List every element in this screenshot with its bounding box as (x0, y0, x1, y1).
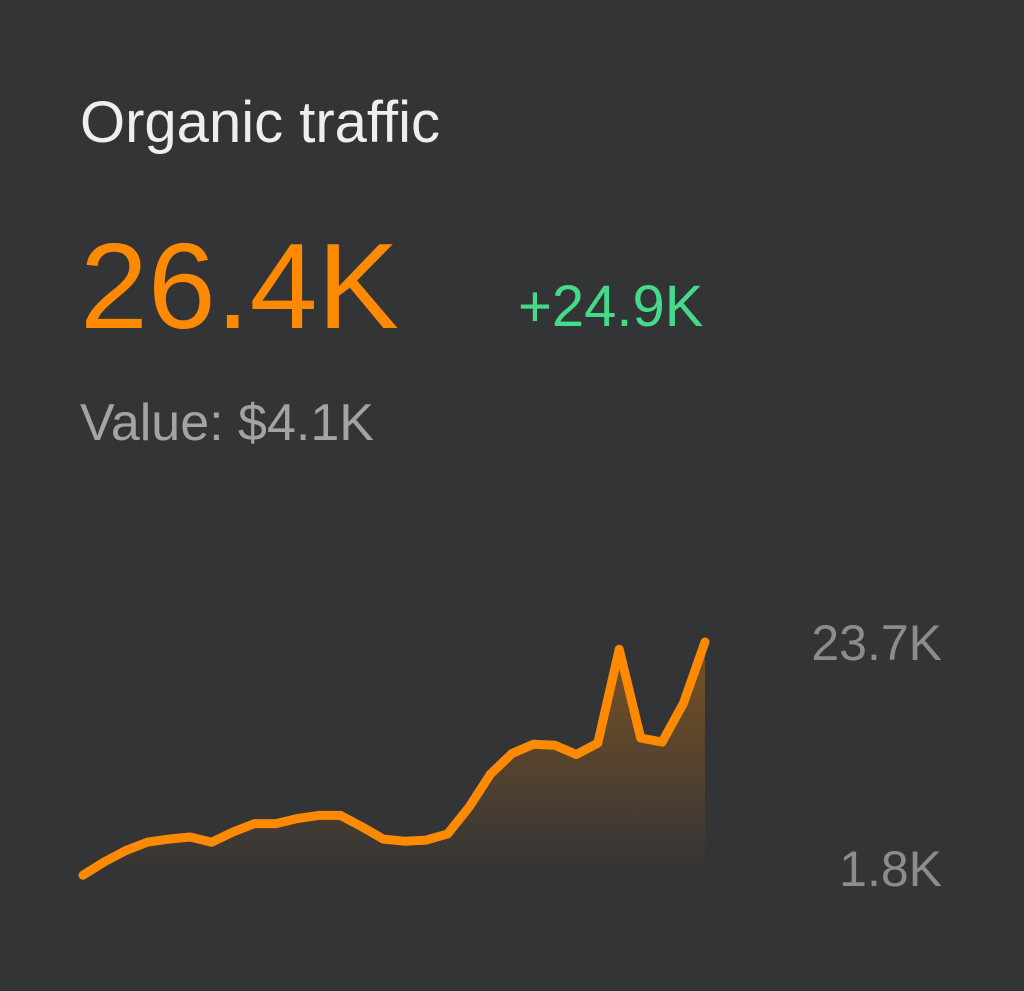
area-fill (83, 642, 705, 876)
y-tick-label: 1.8K (839, 841, 942, 897)
title: Organic traffic (80, 90, 440, 155)
change-value: +24.9K (518, 274, 704, 339)
y-tick-label: 23.7K (811, 615, 942, 671)
headline-value: 26.4K (80, 218, 399, 354)
subtitle: Value: $4.1K (80, 394, 374, 452)
line (78, 637, 710, 880)
